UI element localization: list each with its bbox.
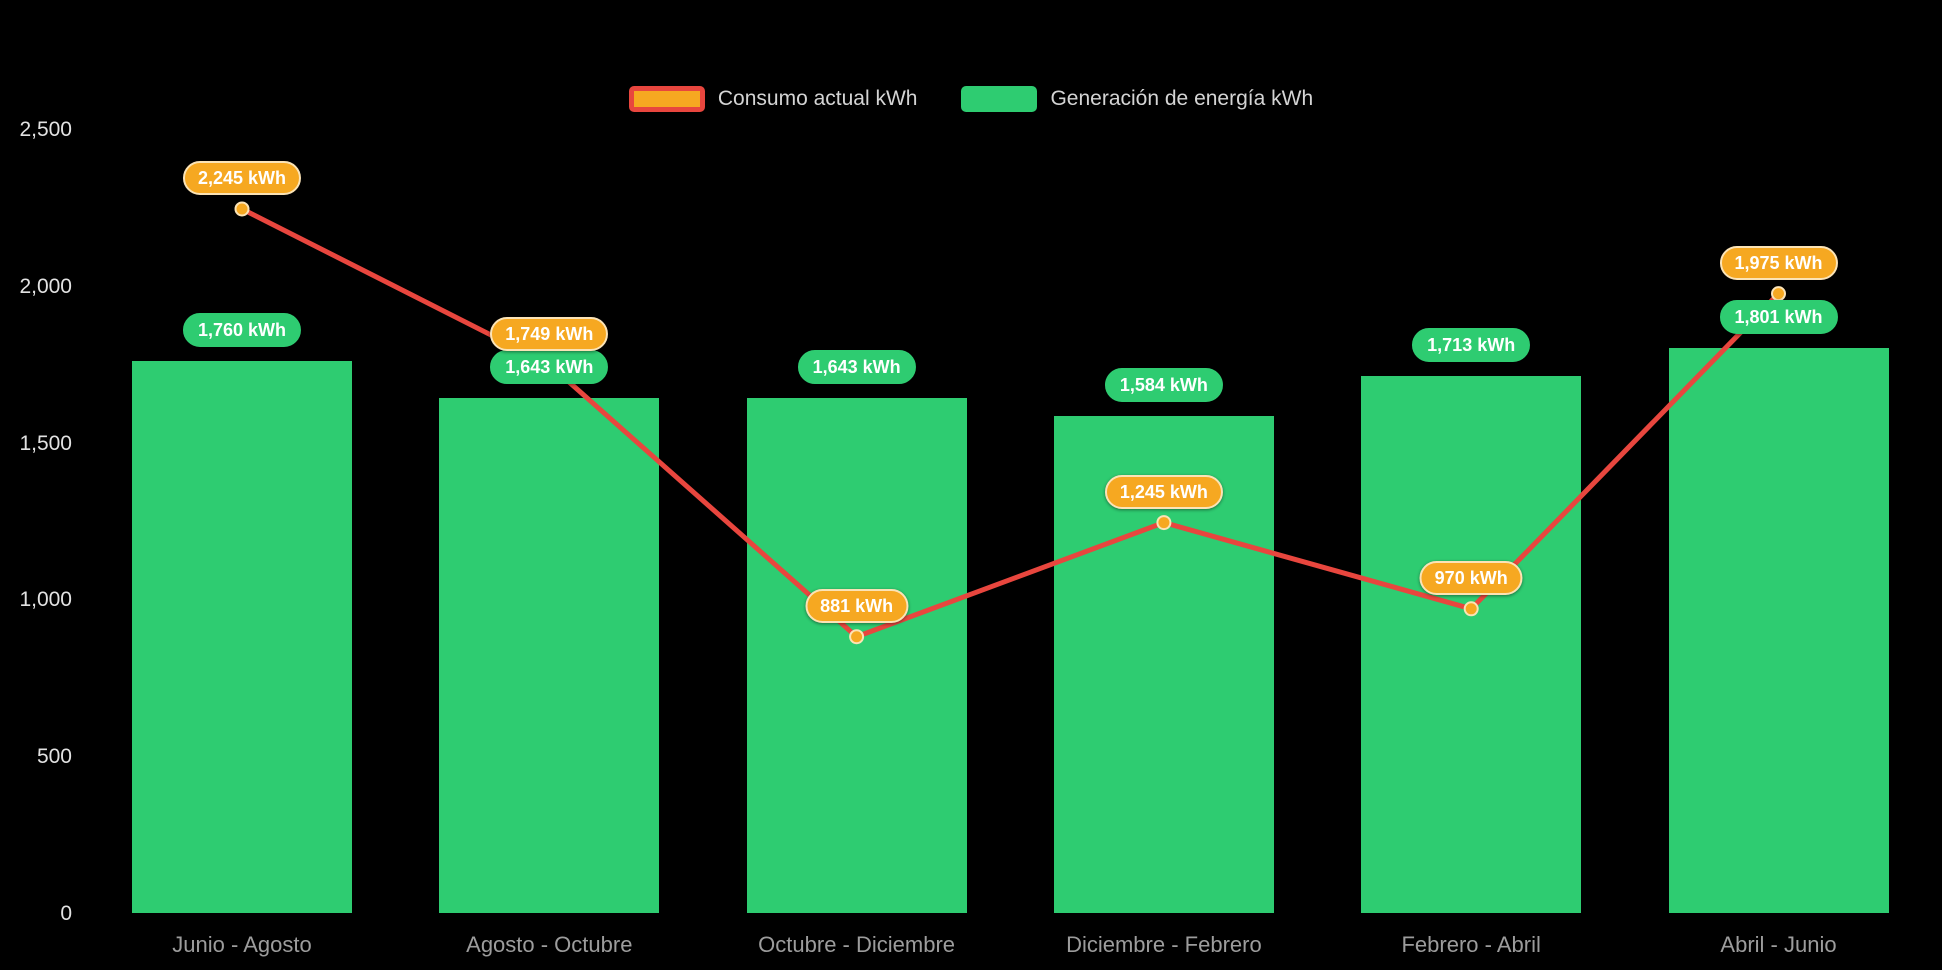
line-marker[interactable] bbox=[234, 201, 250, 217]
bar-generacion[interactable] bbox=[439, 397, 660, 913]
legend-swatch-generacion bbox=[961, 86, 1038, 112]
legend-label-generacion: Generación de energía kWh bbox=[1050, 87, 1314, 110]
bar-generacion[interactable] bbox=[1668, 348, 1889, 913]
line-value-label: 1,245 kWh bbox=[1104, 474, 1223, 509]
line-value-label: 1,975 kWh bbox=[1719, 245, 1838, 280]
x-axis-label: Octubre - Diciembre bbox=[758, 932, 956, 957]
line-value-label: 1,749 kWh bbox=[490, 316, 609, 351]
x-axis-label: Abril - Junio bbox=[1720, 932, 1837, 957]
legend-label-consumo: Consumo actual kWh bbox=[717, 87, 918, 110]
line-value-label: 970 kWh bbox=[1419, 560, 1523, 595]
chart-legend: Consumo actual kWh Generación de energía … bbox=[0, 86, 1942, 112]
x-axis-label: Agosto - Octubre bbox=[466, 932, 633, 957]
y-axis-tick-label: 2,000 bbox=[19, 274, 72, 298]
line-value-label: 881 kWh bbox=[805, 588, 909, 623]
y-axis-tick-label: 1,000 bbox=[19, 588, 72, 612]
x-axis-label: Febrero - Abril bbox=[1401, 932, 1541, 957]
y-axis-tick-label: 500 bbox=[36, 745, 72, 769]
legend-swatch-consumo bbox=[628, 86, 705, 112]
bar-value-label: 1,643 kWh bbox=[797, 349, 916, 384]
line-marker[interactable] bbox=[849, 629, 865, 645]
bar-generacion[interactable] bbox=[132, 361, 352, 913]
bar-value-label: 1,643 kWh bbox=[490, 349, 609, 384]
x-axis-label: Diciembre - Febrero bbox=[1066, 932, 1262, 957]
bar-value-label: 1,584 kWh bbox=[1104, 368, 1223, 403]
bar-generacion[interactable] bbox=[746, 397, 967, 913]
line-marker[interactable] bbox=[1771, 286, 1786, 302]
legend-item-generacion[interactable]: Generación de energía kWh bbox=[961, 86, 1313, 112]
bar-value-label: 1,801 kWh bbox=[1719, 300, 1838, 335]
line-value-label: 2,245 kWh bbox=[182, 160, 302, 195]
legend-item-consumo[interactable]: Consumo actual kWh bbox=[628, 86, 918, 112]
bar-generacion[interactable] bbox=[1361, 375, 1582, 913]
y-axis-tick-label: 0 bbox=[60, 902, 72, 925]
line-marker[interactable] bbox=[1156, 515, 1172, 531]
bar-value-label: 1,760 kWh bbox=[182, 313, 302, 348]
x-axis-label: Junio - Agosto bbox=[172, 932, 312, 957]
y-axis-tick-label: 1,500 bbox=[19, 431, 72, 455]
line-marker[interactable] bbox=[1463, 601, 1479, 617]
y-axis-tick-label: 2,500 bbox=[19, 118, 72, 141]
bar-value-label: 1,713 kWh bbox=[1412, 327, 1531, 362]
